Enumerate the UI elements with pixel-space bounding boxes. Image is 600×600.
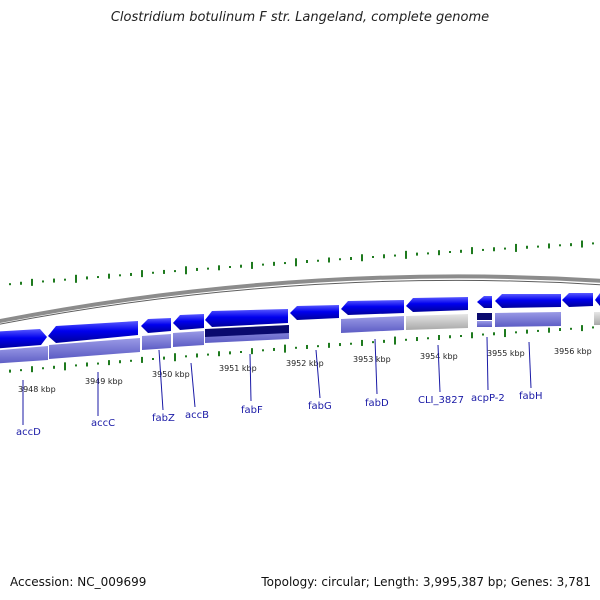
genome-backbone-shadow — [0, 279, 600, 325]
gene-arrow-fabD[interactable] — [341, 300, 404, 315]
gene-label-CLI_3827[interactable]: CLI_3827 — [418, 395, 464, 406]
gene-leader-lines — [22, 336, 532, 425]
gene-arrows — [0, 293, 600, 349]
scale-label: 3951 kbp — [219, 364, 257, 373]
highlight-band-fabF — [205, 325, 289, 337]
genome-summary-text: Topology: circular; Length: 3,995,387 bp… — [261, 575, 591, 589]
scale-label: 3952 kbp — [286, 359, 324, 368]
gene-arrow-accC[interactable] — [48, 321, 138, 343]
gene-arrow-accB[interactable] — [173, 314, 204, 330]
gene-arrow-edge[interactable] — [595, 293, 600, 306]
gene-arrow-fabF[interactable] — [205, 309, 288, 327]
scale-label: 3948 kbp — [18, 385, 56, 394]
pseudo-band-CLI_3827 — [406, 314, 468, 330]
scale-label: 3956 kbp — [554, 347, 592, 356]
gene-arrow-fabH[interactable] — [495, 294, 561, 308]
gene-label-fabG[interactable]: fabG — [308, 401, 332, 412]
gene-arrow-accD[interactable] — [0, 329, 47, 349]
feature-bands — [0, 312, 600, 364]
gene-label-fabF[interactable]: fabF — [241, 405, 263, 416]
gene-label-accD[interactable]: accD — [16, 427, 41, 438]
genome-backbone — [0, 274, 600, 324]
scale-label: 3950 kbp — [152, 370, 190, 379]
map-title: Clostridium botulinum F str. Langeland, … — [110, 10, 490, 25]
accession-text: Accession: NC_009699 — [10, 575, 147, 589]
gene-label-accC[interactable]: accC — [91, 418, 115, 429]
scale-label: 3949 kbp — [85, 377, 123, 386]
highlight-band-acpP-2 — [477, 313, 492, 320]
gc-content-ticks-lower — [9, 325, 594, 373]
gene-label-fabD[interactable]: fabD — [365, 398, 389, 409]
gene-arrow-acpP-2[interactable] — [477, 296, 492, 308]
gene-label-fabH[interactable]: fabH — [519, 391, 543, 402]
gene-arrow-fabZ[interactable] — [141, 318, 171, 333]
scale-label: 3955 kbp — [487, 349, 525, 358]
gene-label-fabZ[interactable]: fabZ — [152, 413, 175, 424]
gene-label-acpP-2[interactable]: acpP-2 — [471, 393, 505, 404]
gene-arrow-next[interactable] — [562, 293, 593, 307]
gene-arrow-fabG[interactable] — [290, 305, 339, 320]
scale-label: 3953 kbp — [353, 355, 391, 364]
gc-skew-ticks-upper — [9, 240, 594, 286]
gene-label-accB[interactable]: accB — [185, 410, 209, 421]
gene-arrow-CLI_3827[interactable] — [406, 297, 468, 312]
gene-labels: accD accC fabZ accB fabF fabG fabD CLI_3… — [16, 391, 543, 438]
